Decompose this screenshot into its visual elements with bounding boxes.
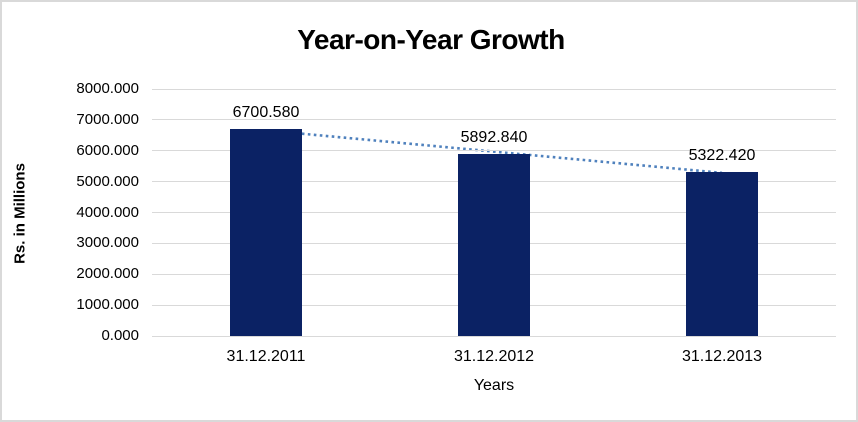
gridline: [152, 335, 836, 337]
data-label: 5322.420: [688, 146, 756, 164]
bar: [230, 129, 302, 336]
category-label: 31.12.2013: [681, 348, 763, 365]
category-label: 31.12.2011: [226, 348, 306, 365]
y-tick-label: 3000.000: [76, 234, 139, 252]
gridline: [152, 119, 836, 121]
gridline: [152, 88, 836, 90]
y-tick-label: 5000.000: [76, 172, 139, 190]
y-tick-label: 0.000: [101, 327, 139, 344]
gridline: [152, 150, 836, 152]
category-label: 31.12.2012: [453, 348, 535, 365]
y-tick-label: 1000.000: [76, 296, 139, 314]
data-label: 5892.840: [460, 129, 528, 147]
bar: [686, 171, 758, 336]
data-label: 6700.580: [232, 104, 300, 122]
y-tick-label: 6000.000: [76, 141, 139, 159]
trendline-dotted-segment: [265, 129, 723, 175]
x-axis-title: Years: [473, 377, 515, 394]
y-axis-title: Rs. in Millions: [11, 163, 29, 264]
trendline: [265, 129, 723, 175]
y-tick-label: 2000.000: [76, 265, 139, 283]
chart-title: Year-on-Year Growth: [297, 24, 565, 55]
y-tick-label: 8000.000: [76, 80, 139, 97]
y-tick-label: 7000.000: [76, 110, 139, 128]
y-tick-label: 4000.000: [76, 203, 139, 221]
plot-area: [152, 88, 836, 337]
bar: [458, 154, 530, 336]
